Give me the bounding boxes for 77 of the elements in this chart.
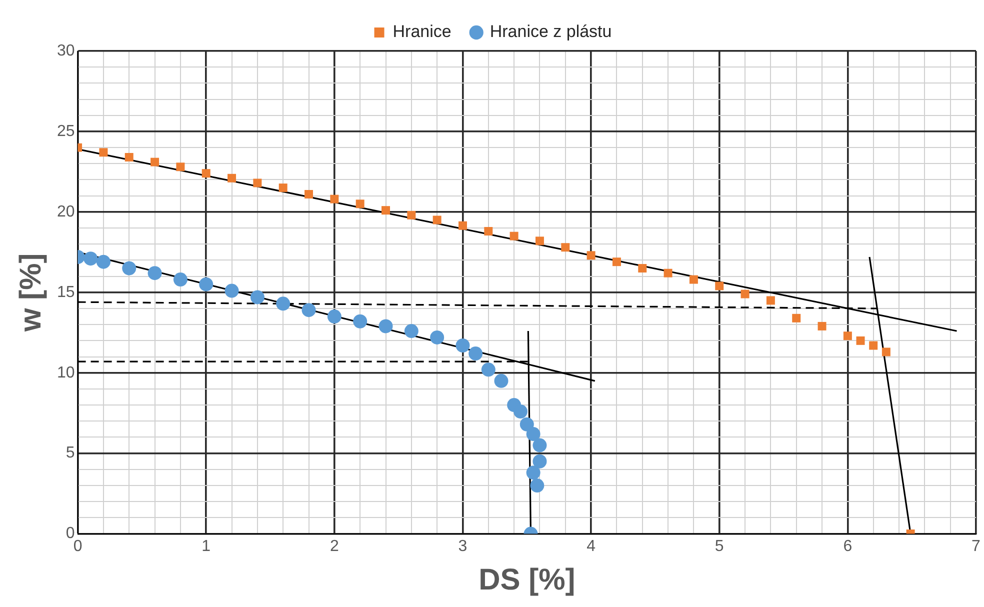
point xyxy=(330,194,339,204)
point xyxy=(792,314,801,322)
point xyxy=(882,348,890,356)
point xyxy=(766,296,775,305)
point xyxy=(526,427,540,442)
point xyxy=(353,314,368,328)
point xyxy=(96,254,110,269)
y-axis-title: w [%] xyxy=(14,253,48,333)
point xyxy=(481,362,496,377)
point xyxy=(638,264,647,273)
point xyxy=(869,341,878,350)
x-tick-label: 6 xyxy=(843,538,852,555)
point xyxy=(276,296,290,311)
point xyxy=(526,466,540,480)
x-tick-label: 5 xyxy=(714,538,724,555)
point xyxy=(278,184,288,192)
point xyxy=(586,251,596,260)
legend-label: Hranice z plástu xyxy=(490,22,612,42)
point xyxy=(843,332,852,340)
point xyxy=(532,438,547,452)
point xyxy=(148,266,162,280)
x-tick-label: 7 xyxy=(972,538,981,555)
point xyxy=(382,206,390,215)
point xyxy=(456,338,470,353)
point xyxy=(250,290,264,304)
x-tick-label: 4 xyxy=(586,538,596,555)
point xyxy=(484,227,493,236)
point xyxy=(378,319,393,334)
point xyxy=(304,190,314,198)
point xyxy=(856,336,865,345)
x-axis-title: DS [%] xyxy=(478,563,576,596)
point xyxy=(689,275,698,284)
y-tick-label: 15 xyxy=(57,284,75,301)
y-tick-label: 0 xyxy=(66,525,75,542)
point xyxy=(150,158,160,166)
point xyxy=(510,232,518,240)
point xyxy=(122,261,136,276)
legend-label: Hranice xyxy=(392,22,452,42)
point xyxy=(430,330,444,344)
point xyxy=(535,236,544,246)
point xyxy=(124,152,134,162)
point xyxy=(407,210,416,220)
point xyxy=(176,162,185,172)
point xyxy=(513,404,528,418)
x-tick-label: 1 xyxy=(202,538,211,555)
point xyxy=(99,148,108,157)
point xyxy=(818,322,826,330)
point xyxy=(715,282,724,290)
point xyxy=(561,243,570,252)
point xyxy=(202,169,210,178)
point xyxy=(228,174,236,182)
point xyxy=(404,324,418,338)
point xyxy=(302,303,316,318)
x-tick-label: 2 xyxy=(330,538,339,555)
point xyxy=(84,252,98,266)
point xyxy=(740,290,750,298)
point xyxy=(173,272,188,287)
y-tick-label: 25 xyxy=(57,122,75,140)
y-tick-label: 20 xyxy=(57,203,75,220)
point xyxy=(520,417,534,432)
point xyxy=(664,268,672,278)
y-tick-label: 5 xyxy=(66,444,75,462)
point xyxy=(530,478,544,493)
point xyxy=(432,216,442,224)
point xyxy=(356,200,364,208)
point xyxy=(468,346,483,361)
point xyxy=(458,221,467,230)
y-tick-label: 10 xyxy=(57,364,75,382)
point xyxy=(612,258,621,266)
y-tick-label: 30 xyxy=(57,42,75,60)
point xyxy=(199,277,214,292)
point xyxy=(224,284,239,298)
point xyxy=(494,374,508,388)
x-tick-label: 3 xyxy=(458,538,468,555)
point xyxy=(532,454,547,468)
point xyxy=(253,178,262,188)
point xyxy=(327,310,342,324)
